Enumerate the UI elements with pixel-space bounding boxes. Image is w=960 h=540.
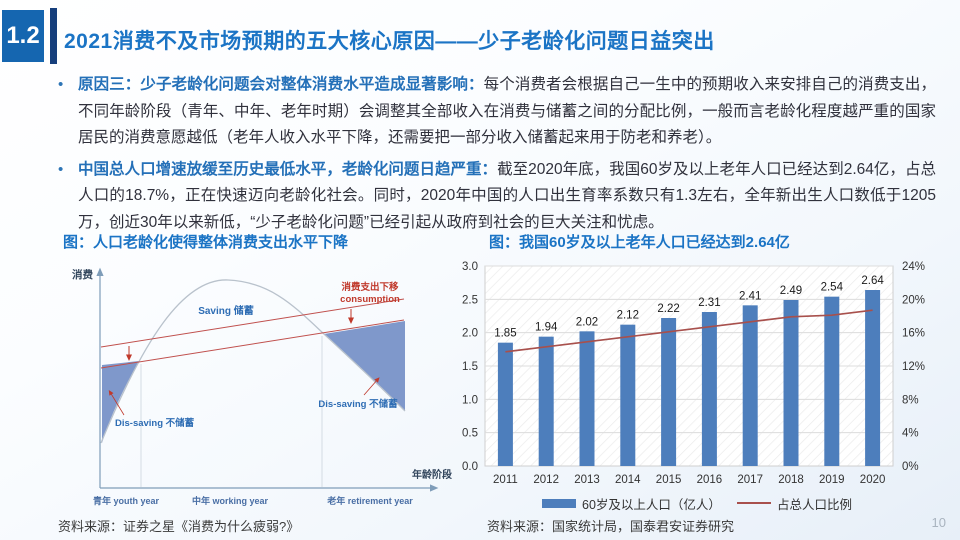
life-cycle-consumption-diagram: 消费 年龄阶段 Saving 储蓄 Dis-saving 不储蓄 Dis-sav… <box>72 267 452 506</box>
page-number: 10 <box>931 515 946 530</box>
bar-value-label: 2.22 <box>657 303 679 315</box>
x-axis-tick: 2015 <box>656 474 682 486</box>
legend-item-line: 占总人口比例 <box>736 494 852 513</box>
right-axis-tick: 4% <box>902 428 919 440</box>
stage-working-label: 中年 working year <box>192 495 269 506</box>
x-axis-tick: 2013 <box>574 474 600 486</box>
dissaving-right-label: Dis-saving 不储蓄 <box>318 398 398 410</box>
right-axis-tick: 20% <box>902 294 925 306</box>
x-axis-tick: 2018 <box>778 474 804 486</box>
stage-retire-label: 老年 retirement year <box>326 495 413 506</box>
dissaving-left-pointer-arrow <box>108 389 125 416</box>
bar-2015 <box>661 318 677 466</box>
saving-label: Saving 储蓄 <box>198 304 254 317</box>
x-axis-tick: 2019 <box>819 474 845 486</box>
source-note-right: 资料来源：国家统计局，国泰君安证券研究 <box>487 519 735 534</box>
section-number: 1.2 <box>6 22 40 49</box>
bar-2016 <box>701 312 717 466</box>
left-axis-tick: 1.0 <box>462 394 478 406</box>
elderly-population-bar-chart: 0.0 0% 0.5 4% 1.0 8% 1.5 12% 2.0 16% 2.5 20% 3.0 24% 1… <box>462 261 925 486</box>
bar-value-label: 1.85 <box>494 328 516 340</box>
dissaving-left-label: Dis-saving 不储蓄 <box>115 417 195 429</box>
left-axis-tick: 2.0 <box>462 328 478 340</box>
bar-2019 <box>824 296 840 466</box>
dissaving-right-pointer-arrow <box>363 377 380 396</box>
bar-value-label: 2.31 <box>698 297 720 309</box>
y-axis-label: 消费 <box>72 268 93 281</box>
bullet-body: 截至2020年底，我国60岁及以上老年人口已经达到2.64亿，占总人口的18.7… <box>78 160 936 231</box>
bullet-icon: • <box>58 76 64 93</box>
x-axis-label: 年龄阶段 <box>412 468 452 481</box>
bar-value-label: 2.12 <box>617 310 639 322</box>
line-series-swatch <box>736 502 771 504</box>
section-number-badge: 1.2 <box>2 10 44 62</box>
source-note-left: 资料来源：证券之星《消费为什么疲弱?》 <box>58 519 300 534</box>
bar-2012 <box>538 336 554 466</box>
left-axis-tick: 0.0 <box>462 461 478 473</box>
left-axis-tick: 1.5 <box>462 361 478 373</box>
consumption-line-old <box>100 298 405 348</box>
right-axis-tick: 12% <box>902 361 925 373</box>
bar-2013 <box>579 331 595 466</box>
income-curve <box>100 279 406 444</box>
bar-value-label: 2.64 <box>861 275 884 287</box>
bar-series-label: 60岁及以上人口（亿人） <box>582 497 721 512</box>
list-item: • 中国总人口增速放缓至历史最低水平，老龄化问题日趋严重：截至2020年底，我国… <box>58 157 936 237</box>
line-series-label: 占总人口比例 <box>776 497 852 512</box>
figure-title-right: 图：我国60岁及以上老年人口已经达到2.64亿 <box>489 234 790 251</box>
bar-2017 <box>742 305 758 466</box>
x-axis-tick: 2012 <box>533 474 559 486</box>
bar-value-label: 2.54 <box>821 282 844 294</box>
bar-series-swatch <box>542 498 577 508</box>
bullet-text: 中国总人口增速放缓至历史最低水平，老龄化问题日趋严重：截至2020年底，我国60… <box>78 157 936 237</box>
consumption-shift-label-en: consumption <box>340 294 400 305</box>
dissaving-area-right <box>324 321 405 411</box>
bar-value-label: 2.41 <box>739 290 761 302</box>
right-axis-tick: 0% <box>902 461 919 473</box>
right-axis-tick: 24% <box>902 261 925 273</box>
consumption-line-new <box>100 319 405 369</box>
figure-title-left: 图：人口老龄化使得整体消费支出水平下降 <box>63 234 349 251</box>
right-axis-tick: 16% <box>902 328 925 340</box>
dissaving-area-left <box>102 361 139 443</box>
bullet-list: • 原因三：少子老龄化问题会对整体消费水平造成显著影响：每个消费者会根据自己一生… <box>58 72 936 241</box>
left-axis-tick: 3.0 <box>462 261 478 273</box>
x-axis-tick: 2016 <box>697 474 723 486</box>
chart-legend: 60岁及以上人口（亿人） 占总人口比例 <box>453 494 941 512</box>
x-axis-tick: 2011 <box>493 474 518 486</box>
x-axis-tick: 2017 <box>737 474 763 486</box>
bullet-body: 每个消费者会根据自己一生中的预期收入来安排自己的消费支出，不同年龄阶段（青年、中… <box>78 76 936 146</box>
right-axis-tick: 8% <box>902 394 919 406</box>
title-divider-bar <box>50 8 57 64</box>
bullet-lead: 中国总人口增速放缓至历史最低水平，老龄化问题日趋严重： <box>78 160 498 178</box>
left-axis-tick: 2.5 <box>462 294 478 306</box>
page-title: 2021消费不及市场预期的五大核心原因——少子老龄化问题日益突出 <box>64 30 715 53</box>
bullet-icon: • <box>58 160 64 178</box>
bullet-lead: 原因三：少子老龄化问题会对整体消费水平造成显著影响： <box>78 76 484 93</box>
x-axis-tick: 2014 <box>615 474 641 486</box>
stage-youth-label: 青年 youth year <box>93 495 160 506</box>
bar-2014 <box>620 324 636 466</box>
left-axis-tick: 0.5 <box>462 428 478 440</box>
percentage-line <box>505 309 873 353</box>
bullet-text: 原因三：少子老龄化问题会对整体消费水平造成显著影响：每个消费者会根据自己一生中的… <box>78 72 936 152</box>
legend-item-bar: 60岁及以上人口（亿人） <box>542 494 721 513</box>
list-item: • 原因三：少子老龄化问题会对整体消费水平造成显著影响：每个消费者会根据自己一生… <box>58 72 936 152</box>
bar-2018 <box>783 300 799 466</box>
bar-2020 <box>865 290 881 466</box>
bar-value-label: 1.94 <box>535 322 558 334</box>
consumption-shift-label-cn: 消费支出下移 <box>341 281 399 293</box>
bar-2011 <box>497 342 513 466</box>
x-axis-tick: 2020 <box>860 474 886 486</box>
bar-value-label: 2.49 <box>780 285 802 297</box>
bar-value-label: 2.02 <box>576 316 598 328</box>
